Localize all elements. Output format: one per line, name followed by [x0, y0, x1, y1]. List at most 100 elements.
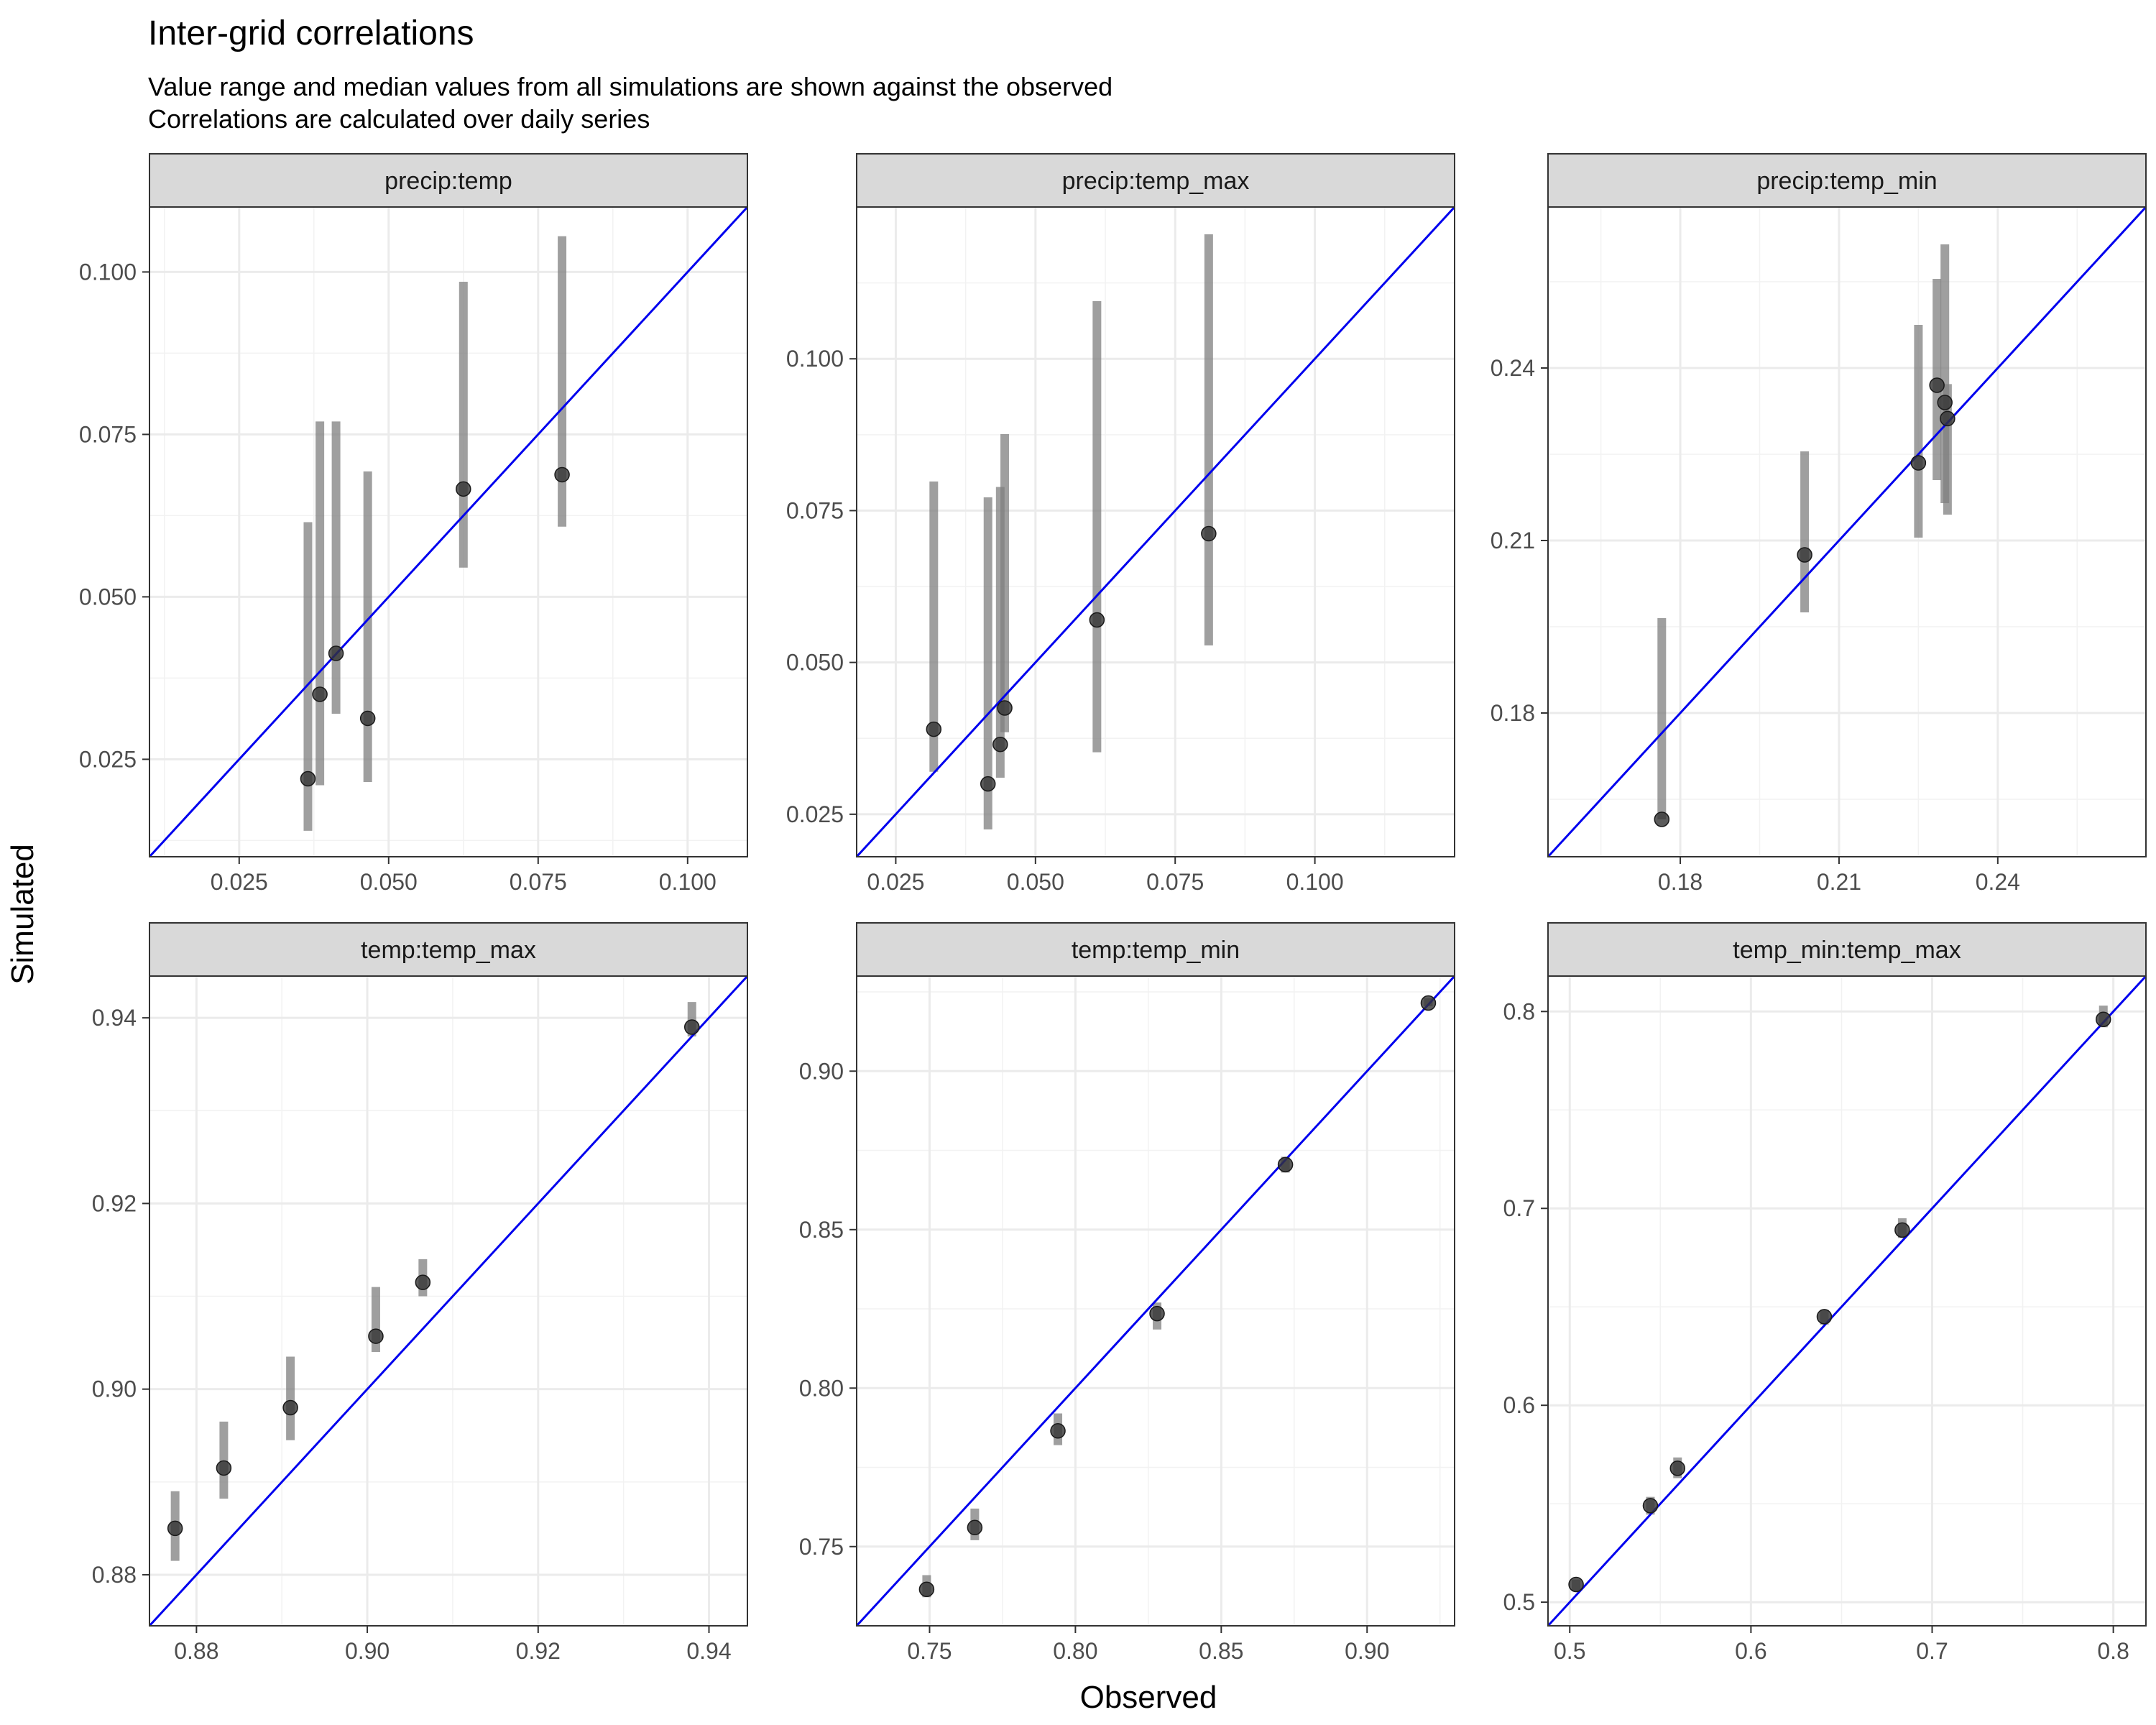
y-tick-label: 0.100	[786, 346, 844, 372]
x-tick-label: 0.025	[211, 869, 268, 895]
median-point	[1937, 395, 1953, 410]
median-point	[2096, 1011, 2111, 1028]
y-axis-title: Simulated	[5, 844, 40, 985]
median-point	[456, 481, 471, 497]
chart-subtitle-line-1: Value range and median values from all s…	[148, 72, 1112, 101]
x-tick-label: 0.80	[1053, 1638, 1097, 1664]
y-tick-label: 0.7	[1503, 1195, 1535, 1221]
median-point	[328, 645, 344, 661]
x-tick-label: 0.100	[659, 869, 717, 895]
x-tick-label: 0.90	[345, 1638, 390, 1664]
y-tick-label: 0.18	[1491, 700, 1535, 726]
x-tick-label: 0.025	[867, 869, 924, 895]
median-point	[1654, 811, 1670, 827]
panel-border	[1547, 206, 2147, 857]
median-point	[918, 1581, 935, 1598]
facet-strip	[149, 153, 748, 208]
median-point	[1894, 1222, 1910, 1238]
facet-strip-label: precip:temp	[384, 167, 512, 195]
median-point	[1816, 1309, 1833, 1325]
median-point	[997, 700, 1013, 716]
facet-strip	[1547, 922, 2147, 977]
median-point	[1797, 547, 1812, 563]
x-tick-label: 0.050	[1007, 869, 1064, 895]
median-point	[554, 466, 570, 483]
median-point	[1149, 1305, 1165, 1322]
panel-border	[856, 975, 1455, 1627]
panel-border	[1547, 975, 2147, 1627]
x-tick-label: 0.7	[1916, 1638, 1948, 1664]
y-tick-label: 0.21	[1491, 528, 1535, 553]
median-point	[415, 1274, 431, 1290]
y-tick-label: 0.80	[799, 1375, 844, 1401]
median-point	[1940, 410, 1955, 427]
y-tick-label: 0.075	[79, 421, 137, 447]
chart-subtitle-line-2: Correlations are calculated over daily s…	[148, 104, 650, 134]
median-point	[992, 736, 1008, 753]
x-tick-label: 0.050	[360, 869, 418, 895]
x-tick-label: 0.5	[1554, 1638, 1585, 1664]
median-point	[312, 686, 328, 702]
median-point	[216, 1460, 232, 1476]
panel-border	[856, 206, 1455, 857]
facet-strip-label: temp:temp_max	[361, 937, 536, 964]
y-tick-label: 0.75	[799, 1534, 844, 1560]
median-point	[1910, 455, 1927, 471]
y-tick-label: 0.5	[1503, 1589, 1535, 1615]
facet-strip-label: precip:temp_min	[1756, 167, 1937, 195]
x-tick-label: 0.85	[1199, 1638, 1243, 1664]
facet-strip	[856, 922, 1455, 977]
median-point	[967, 1519, 983, 1536]
panel-border	[149, 206, 748, 857]
panel-border	[149, 975, 748, 1627]
median-point	[1201, 525, 1217, 542]
x-tick-label: 0.90	[1345, 1638, 1389, 1664]
median-point	[1089, 612, 1105, 628]
y-tick-label: 0.92	[92, 1190, 137, 1216]
median-point	[1050, 1423, 1066, 1439]
y-tick-label: 0.025	[786, 801, 844, 827]
x-tick-label: 0.21	[1817, 869, 1861, 895]
y-tick-label: 0.90	[92, 1376, 137, 1402]
y-tick-label: 0.85	[799, 1217, 844, 1243]
x-tick-label: 0.24	[1976, 869, 2020, 895]
facet-strip-label: precip:temp_max	[1062, 167, 1250, 195]
x-tick-label: 0.075	[510, 869, 567, 895]
median-point	[980, 776, 996, 792]
y-tick-label: 0.6	[1503, 1392, 1535, 1418]
y-tick-label: 0.100	[79, 259, 137, 285]
median-point	[683, 1019, 700, 1035]
facet-strip	[856, 153, 1455, 208]
x-tick-label: 0.075	[1146, 869, 1204, 895]
y-tick-label: 0.90	[799, 1058, 844, 1084]
y-tick-label: 0.24	[1491, 355, 1535, 381]
median-point	[300, 770, 316, 787]
x-tick-label: 0.6	[1735, 1638, 1766, 1664]
y-tick-label: 0.88	[92, 1562, 137, 1588]
y-tick-label: 0.075	[786, 497, 844, 523]
median-point	[1669, 1460, 1686, 1476]
x-tick-label: 0.8	[2097, 1638, 2129, 1664]
median-point	[1568, 1576, 1584, 1593]
x-axis-title: Observed	[1080, 1680, 1217, 1715]
median-point	[926, 721, 942, 737]
x-tick-label: 0.88	[174, 1638, 218, 1664]
